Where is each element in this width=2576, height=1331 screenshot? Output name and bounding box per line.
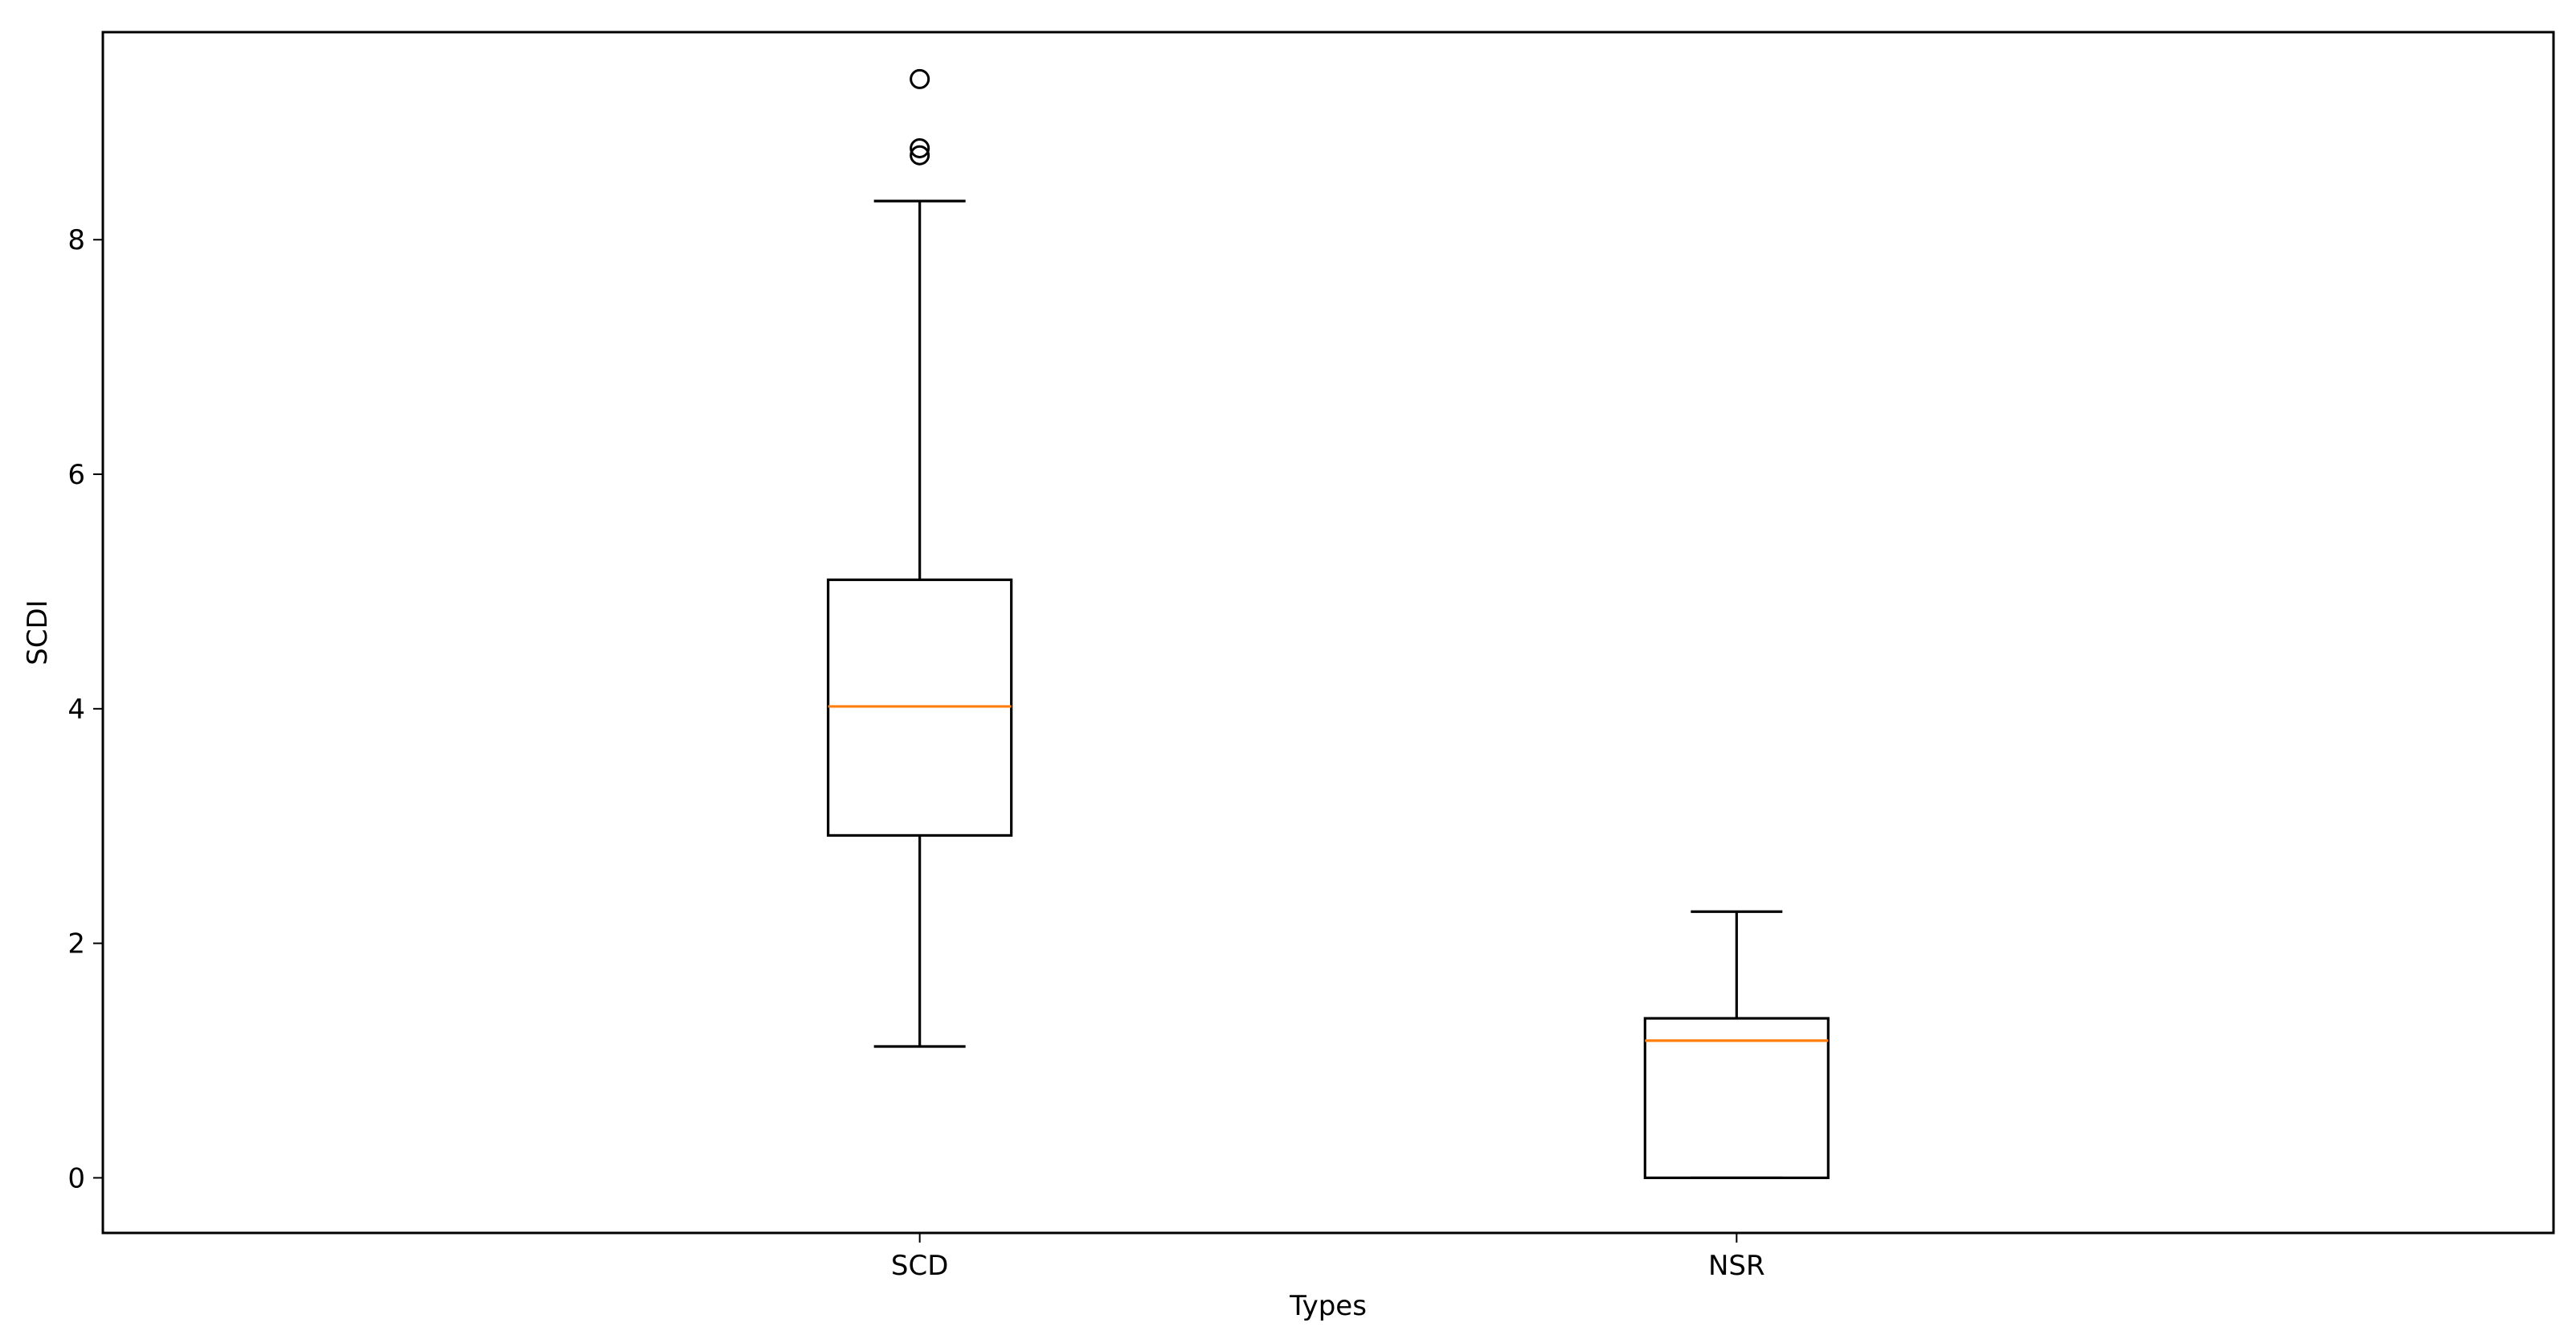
chart-axes: 0 2 4 6 8 SCD NSR [67, 224, 1764, 1282]
y-axis-label: SCDI [22, 600, 54, 666]
plot-area-frame [101, 31, 2555, 1235]
y-tick-label: 6 [67, 459, 85, 491]
outlier-point [910, 137, 930, 158]
outlier-point [910, 145, 930, 166]
outlier-point [910, 68, 930, 89]
box-nsr [1643, 910, 1830, 1180]
y-tick-label: 8 [67, 224, 85, 256]
y-tick-label: 0 [67, 1162, 85, 1194]
box-scd [827, 68, 1013, 1048]
x-tick-label: NSR [1708, 1250, 1765, 1282]
chart-marks [827, 68, 1830, 1180]
iqr-box [1643, 1017, 1830, 1180]
y-tick-label: 2 [67, 928, 85, 960]
y-tick-label: 4 [67, 694, 85, 726]
x-axis-label: Types [1289, 1290, 1367, 1322]
x-tick-label: SCD [891, 1250, 949, 1282]
